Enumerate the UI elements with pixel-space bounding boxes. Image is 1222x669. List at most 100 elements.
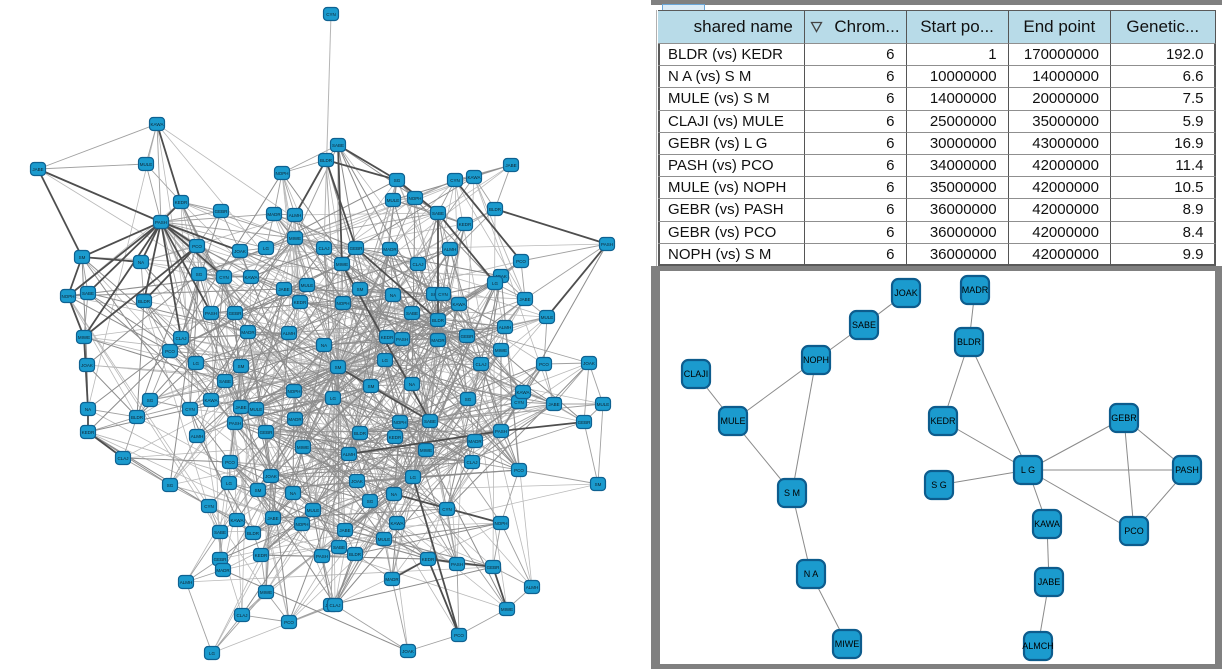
svg-text:JABE: JABE	[235, 405, 246, 410]
svg-text:MADR: MADR	[241, 330, 255, 335]
svg-text:GEBR: GEBR	[214, 557, 228, 562]
svg-text:CLAJ: CLAJ	[466, 460, 477, 465]
svg-text:MULE: MULE	[307, 508, 320, 513]
svg-text:KAWA: KAWA	[151, 122, 164, 127]
svg-text:SG: SG	[431, 292, 438, 297]
svg-text:SABE: SABE	[219, 379, 231, 384]
svg-text:CYN: CYN	[450, 178, 460, 183]
svg-text:JOAK: JOAK	[402, 649, 414, 654]
svg-text:LG: LG	[209, 651, 216, 656]
svg-text:LG: LG	[226, 481, 233, 486]
svg-text:CYN: CYN	[514, 400, 524, 405]
svg-text:SG: SG	[147, 398, 154, 403]
svg-text:CLAJ: CLAJ	[412, 262, 423, 267]
svg-text:MIWE: MIWE	[260, 590, 272, 595]
svg-text:KEDR: KEDR	[381, 335, 394, 340]
svg-text:S M: S M	[784, 488, 800, 498]
svg-text:KEDR: KEDR	[930, 416, 956, 426]
svg-text:CYN: CYN	[185, 407, 195, 412]
svg-text:SABE: SABE	[333, 545, 345, 550]
svg-text:S G: S G	[931, 480, 947, 490]
svg-text:GEBR: GEBR	[487, 565, 501, 570]
svg-text:KAWA: KAWA	[468, 175, 481, 180]
svg-text:SABE: SABE	[332, 143, 344, 148]
svg-text:PASH: PASH	[316, 554, 328, 559]
svg-text:MIWE: MIWE	[501, 607, 513, 612]
svg-text:PASH: PASH	[229, 421, 241, 426]
svg-text:PCO: PCO	[284, 620, 294, 625]
svg-text:KAWA: KAWA	[391, 521, 404, 526]
svg-text:BLDR: BLDR	[432, 318, 445, 323]
svg-text:KAWA: KAWA	[1034, 519, 1060, 529]
svg-text:PASH: PASH	[205, 311, 217, 316]
svg-text:MADR: MADR	[267, 212, 281, 217]
svg-text:NOPH: NOPH	[803, 355, 829, 365]
svg-text:MIWE: MIWE	[495, 348, 507, 353]
svg-text:PCO: PCO	[1124, 526, 1144, 536]
svg-text:GEBR: GEBR	[215, 209, 229, 214]
svg-text:MIWE: MIWE	[420, 448, 432, 453]
svg-text:CLAJ: CLAJ	[117, 456, 128, 461]
svg-text:PASH: PASH	[495, 429, 507, 434]
svg-text:CYN: CYN	[442, 507, 452, 512]
svg-text:GEBR: GEBR	[350, 246, 364, 251]
svg-text:SABE: SABE	[214, 530, 226, 535]
svg-text:CLAJ: CLAJ	[475, 362, 486, 367]
svg-text:BLDR: BLDR	[957, 337, 982, 347]
svg-text:NOPH: NOPH	[61, 294, 74, 299]
svg-text:BLDR: BLDR	[138, 299, 151, 304]
svg-text:ALMH: ALMH	[180, 580, 193, 585]
svg-text:SM: SM	[595, 482, 602, 487]
svg-text:MADR: MADR	[383, 247, 397, 252]
svg-text:ALMH: ALMH	[499, 325, 512, 330]
svg-text:ALMH: ALMH	[444, 247, 457, 252]
svg-text:JOAK: JOAK	[234, 249, 246, 254]
svg-text:KEDR: KEDR	[422, 557, 435, 562]
svg-text:KAWA: KAWA	[517, 390, 530, 395]
svg-text:PCO: PCO	[225, 460, 235, 465]
svg-text:NOPH: NOPH	[393, 420, 406, 425]
svg-text:JOAK: JOAK	[894, 288, 918, 298]
svg-text:LG: LG	[330, 396, 337, 401]
svg-text:NA: NA	[321, 343, 327, 348]
svg-text:SM: SM	[238, 364, 245, 369]
svg-text:NOPH: NOPH	[494, 521, 507, 526]
svg-text:PASH: PASH	[1175, 465, 1199, 475]
svg-text:PASH: PASH	[601, 242, 613, 247]
svg-text:NA: NA	[390, 293, 396, 298]
svg-text:SABE: SABE	[406, 311, 418, 316]
svg-text:JABE: JABE	[1038, 577, 1061, 587]
svg-text:KEDR: KEDR	[175, 200, 188, 205]
svg-text:SG: SG	[367, 499, 374, 504]
svg-text:MADR: MADR	[468, 439, 482, 444]
svg-text:BLDR: BLDR	[349, 552, 362, 557]
svg-text:MADR: MADR	[431, 338, 445, 343]
svg-text:SM: SM	[357, 287, 364, 292]
svg-text:NOPH: NOPH	[408, 196, 421, 201]
svg-text:MIWE: MIWE	[336, 262, 348, 267]
svg-text:ALMH: ALMH	[283, 331, 296, 336]
svg-text:ALMH: ALMH	[191, 434, 204, 439]
svg-text:SG: SG	[196, 272, 203, 277]
svg-text:JOAK: JOAK	[81, 363, 93, 368]
svg-text:NOPH: NOPH	[287, 389, 300, 394]
svg-text:ALMH: ALMH	[289, 213, 302, 218]
svg-text:JOAK: JOAK	[351, 479, 363, 484]
svg-text:MULE: MULE	[597, 402, 610, 407]
svg-text:KAWA: KAWA	[231, 518, 244, 523]
svg-text:SM: SM	[79, 255, 86, 260]
svg-text:LG: LG	[410, 475, 417, 480]
svg-text:ALMH: ALMH	[526, 585, 539, 590]
svg-text:PASH: PASH	[155, 220, 167, 225]
svg-text:JABE: JABE	[519, 297, 530, 302]
svg-text:MULE: MULE	[720, 416, 745, 426]
svg-text:LG: LG	[193, 361, 200, 366]
svg-text:SABE: SABE	[424, 419, 436, 424]
svg-text:SABE: SABE	[82, 291, 94, 296]
svg-text:PCO: PCO	[454, 633, 464, 638]
svg-text:N A: N A	[804, 569, 819, 579]
svg-text:BLDR: BLDR	[320, 158, 333, 163]
svg-text:ALMH: ALMH	[343, 452, 356, 457]
svg-text:NA: NA	[85, 407, 91, 412]
svg-text:JOAK: JOAK	[265, 474, 277, 479]
